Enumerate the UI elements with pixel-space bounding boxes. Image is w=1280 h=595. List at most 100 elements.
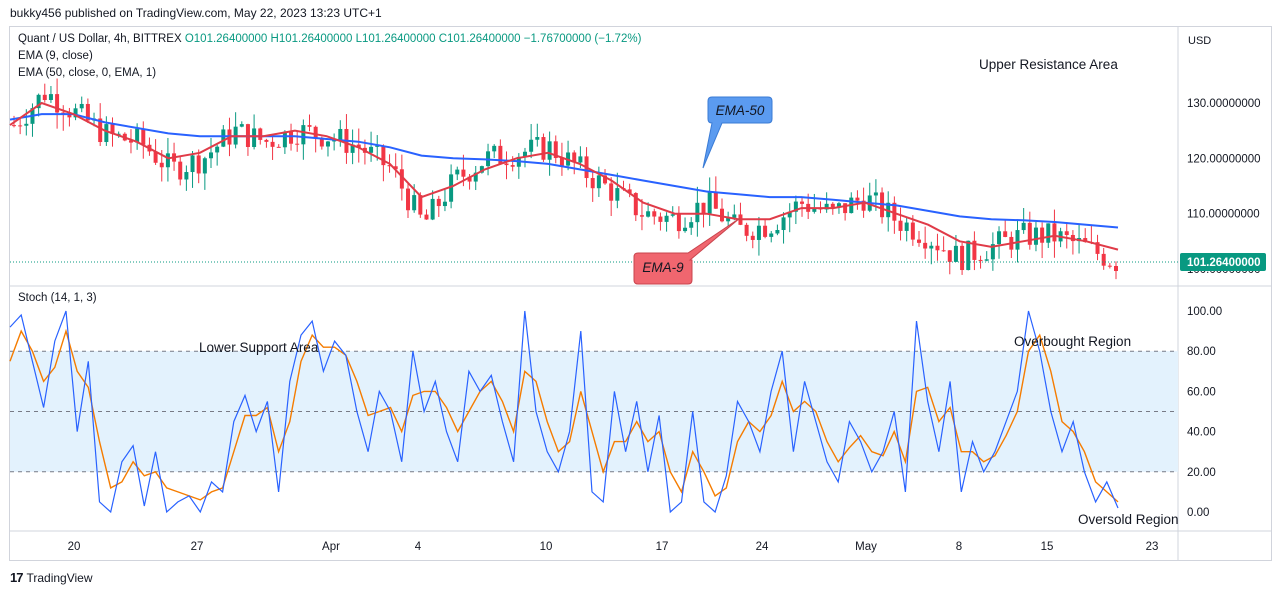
tradingview-brand: TradingView xyxy=(26,570,93,585)
tradingview-logo-icon: 17 xyxy=(10,570,24,585)
symbol-legend: Quant / US Dollar, 4h, BITTREX O101.2640… xyxy=(18,33,641,45)
candle xyxy=(215,144,220,166)
candle-body xyxy=(787,211,792,218)
ema50-callout-bubble xyxy=(702,96,773,169)
candle-body xyxy=(159,162,164,168)
candle-body xyxy=(289,131,294,144)
candle-body xyxy=(873,192,878,196)
candle-body xyxy=(861,200,866,211)
candle xyxy=(196,149,201,184)
candle xyxy=(566,140,571,171)
candle xyxy=(1070,230,1075,255)
candle xyxy=(849,192,854,214)
candle-body xyxy=(442,201,447,207)
candle-body xyxy=(978,259,983,261)
candle xyxy=(787,203,792,233)
candle-body xyxy=(202,158,207,174)
ema9-legend[interactable]: EMA (9, close) xyxy=(18,50,93,62)
candle xyxy=(898,207,903,241)
candle xyxy=(67,107,72,127)
price-tick-label: 110.00000000 xyxy=(1187,209,1260,221)
candle xyxy=(609,177,614,217)
stoch-tick-label: 20.00 xyxy=(1187,467,1216,479)
candle-body xyxy=(615,188,620,201)
stoch-legend[interactable]: Stoch (14, 1, 3) xyxy=(18,292,97,304)
candle xyxy=(880,187,885,224)
candle xyxy=(295,131,300,152)
candle-body xyxy=(535,137,540,140)
candle xyxy=(338,120,343,147)
candle xyxy=(639,198,644,231)
candle xyxy=(670,206,675,218)
candle xyxy=(719,198,724,223)
candle-body xyxy=(941,250,946,252)
candle-body xyxy=(479,166,484,173)
candle xyxy=(541,133,546,162)
candle-body xyxy=(48,94,53,101)
candle-body xyxy=(559,158,564,166)
candle-body xyxy=(596,175,601,189)
candle-body xyxy=(646,211,651,217)
candle-body xyxy=(1052,223,1057,242)
candles-group xyxy=(12,78,1118,280)
price-tick-label: 120.00000000 xyxy=(1187,153,1261,165)
candle-body xyxy=(775,230,780,234)
candle xyxy=(479,165,484,174)
candle xyxy=(1003,219,1008,238)
candle-body xyxy=(1003,231,1008,237)
candle xyxy=(1027,211,1032,250)
candle xyxy=(738,202,743,226)
candle-body xyxy=(135,128,140,143)
candle-body xyxy=(793,201,798,212)
candle-body xyxy=(184,172,189,180)
candle-body xyxy=(141,128,146,145)
candle-body xyxy=(369,146,374,153)
candle xyxy=(904,216,909,242)
candle xyxy=(750,231,755,249)
candle-body xyxy=(529,139,534,152)
candle xyxy=(707,177,712,226)
tradingview-logo[interactable]: 17 TradingView xyxy=(10,570,93,585)
candle xyxy=(763,219,768,239)
candle xyxy=(966,240,971,271)
candle xyxy=(1114,261,1118,280)
candle xyxy=(393,153,398,178)
ema9-callout-bubble xyxy=(633,217,741,285)
candle xyxy=(178,156,183,186)
upper-resistance-label: Upper Resistance Area xyxy=(979,57,1118,72)
candle xyxy=(615,172,620,209)
candle-body xyxy=(843,203,848,214)
candle xyxy=(652,208,657,225)
time-tick-label: 10 xyxy=(540,541,553,553)
candle-body xyxy=(104,124,109,143)
candle xyxy=(781,212,786,244)
candle xyxy=(559,142,564,176)
symbol-label: Quant / US Dollar, 4h, BITTREX xyxy=(18,33,182,45)
candle-body xyxy=(855,197,860,201)
candle xyxy=(658,212,663,231)
candle-body xyxy=(947,250,952,262)
candle-body xyxy=(209,152,214,159)
candle-body xyxy=(504,163,509,166)
candle xyxy=(239,121,244,128)
ema50-legend[interactable]: EMA (50, close, 0, EMA, 1) xyxy=(18,67,157,79)
candle-body xyxy=(424,214,429,220)
candle xyxy=(824,192,829,213)
candle-body xyxy=(547,141,552,160)
candle-body xyxy=(221,129,226,147)
candle xyxy=(190,150,195,188)
candle xyxy=(436,195,441,217)
candle xyxy=(769,231,774,243)
candle xyxy=(1107,262,1112,269)
candle xyxy=(701,202,706,228)
candle-body xyxy=(781,217,786,231)
candle-body xyxy=(307,125,312,127)
candle-body xyxy=(670,214,675,216)
candle-body xyxy=(800,201,805,204)
candle-body xyxy=(1107,265,1112,267)
candle xyxy=(990,232,995,271)
time-tick-label: Apr xyxy=(322,541,340,553)
candle xyxy=(997,226,1002,259)
candle xyxy=(356,128,361,163)
